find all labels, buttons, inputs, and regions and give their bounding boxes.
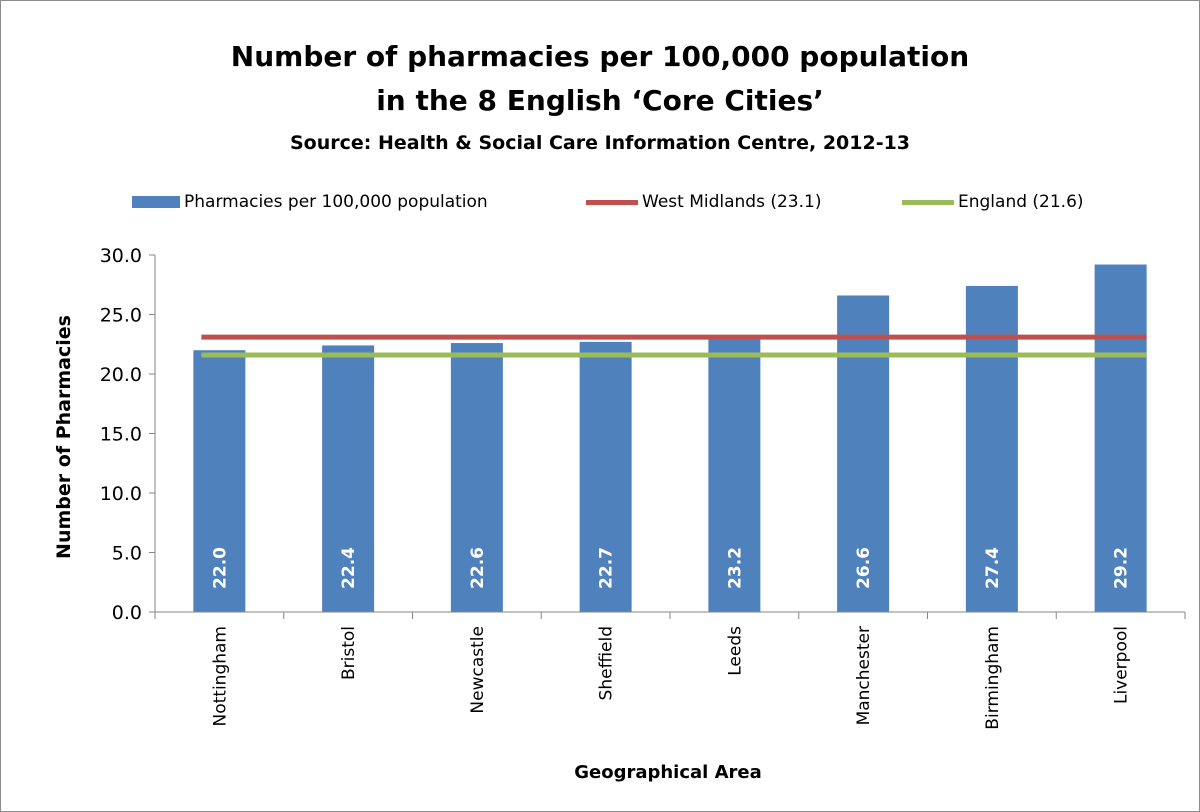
- bars-group: 22.0 22.4 22.6 22.7 23.2 26.6 27.4 29.2: [193, 264, 1147, 612]
- legend-swatch-pharmacies: [132, 196, 180, 208]
- bar-value-label: 22.0: [210, 547, 230, 589]
- x-tick-label: Liverpool: [1112, 626, 1132, 704]
- axes-group: 0.0 5.0 10.0 15.0 20.0 25.0 30.0 Nottingham Bris…: [100, 245, 1186, 730]
- legend-swatch-england: [902, 199, 954, 205]
- bar-value-label: 22.4: [339, 547, 359, 589]
- y-tick-label: 15.0: [100, 424, 142, 446]
- x-tick-label: Sheffield: [597, 626, 617, 700]
- legend-label-west-midlands: West Midlands (23.1): [642, 192, 822, 212]
- x-tick-label: Leeds: [725, 626, 745, 676]
- x-axis-label: Geographical Area: [574, 762, 762, 783]
- legend: Pharmacies per 100,000 population West M…: [0, 188, 1200, 216]
- x-tick-label: Bristol: [339, 626, 359, 680]
- bar: [193, 350, 246, 612]
- bar: [837, 295, 890, 612]
- bar: [579, 341, 632, 612]
- y-axis-label: Number of Pharmacies: [53, 315, 75, 559]
- bar: [708, 335, 761, 612]
- legend-label-pharmacies: Pharmacies per 100,000 population: [184, 192, 488, 212]
- bar: [965, 285, 1018, 612]
- y-tick-label: 25.0: [100, 305, 142, 327]
- bar-value-label: 22.6: [468, 547, 488, 589]
- legend-swatch-west-midlands: [586, 199, 638, 205]
- bar-value-label: 22.7: [597, 547, 617, 589]
- chart-title: Number of pharmacies per 100,000 populat…: [230, 40, 970, 73]
- bar: [450, 343, 503, 612]
- y-tick-label: 30.0: [100, 245, 142, 267]
- x-tick-label: Manchester: [854, 626, 874, 725]
- legend-item-england: England (21.6): [902, 188, 1084, 216]
- x-tick-label: Birmingham: [983, 626, 1003, 730]
- bar: [1094, 264, 1147, 612]
- chart-title-line2: in the 8 English ‘Core Cities’: [376, 84, 824, 117]
- x-tick-label: Nottingham: [210, 626, 230, 727]
- reference-lines: [201, 334, 1147, 358]
- bar-value-label: 27.4: [983, 547, 1003, 589]
- legend-label-england: England (21.6): [958, 192, 1084, 212]
- bar-value-label: 26.6: [854, 547, 874, 589]
- bar: [322, 345, 375, 612]
- bar-value-label: 29.2: [1112, 547, 1132, 589]
- legend-item-pharmacies: Pharmacies per 100,000 population: [132, 188, 488, 216]
- chart-subtitle: Source: Health & Social Care Information…: [289, 132, 911, 154]
- y-tick-label: 0.0: [112, 602, 142, 624]
- legend-item-west-midlands: West Midlands (23.1): [586, 188, 821, 216]
- y-tick-label: 10.0: [100, 483, 142, 505]
- bar-value-label: 23.2: [725, 547, 745, 589]
- x-tick-label: Newcastle: [468, 626, 488, 714]
- y-tick-label: 5.0: [112, 543, 142, 565]
- y-tick-label: 20.0: [100, 364, 142, 386]
